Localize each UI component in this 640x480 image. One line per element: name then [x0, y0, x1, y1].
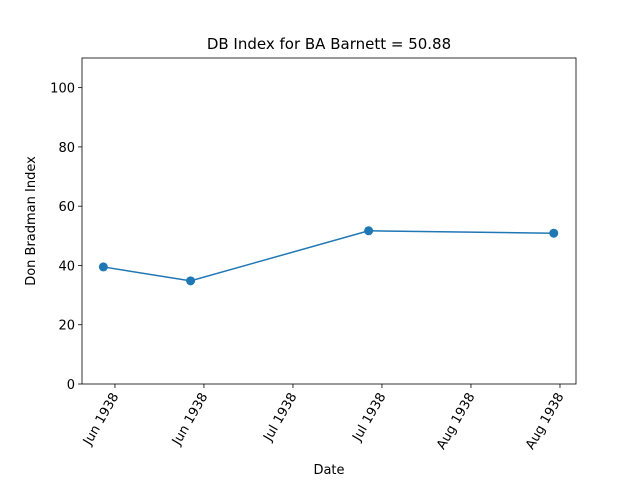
x-axis-label: Date [313, 463, 344, 478]
y-tick-label: 100 [50, 82, 75, 97]
y-axis-label: Don Bradman Index [24, 156, 39, 286]
y-tick-label: 40 [58, 259, 75, 274]
y-tick-label: 80 [58, 141, 75, 156]
line [103, 230, 554, 282]
point [364, 226, 374, 236]
x-tick-label: Aug 1938 [434, 391, 478, 453]
x-tick-label: Jun 1938 [80, 391, 122, 449]
y-tick-label: 20 [58, 319, 75, 334]
x-tick-label: Jun 1938 [169, 391, 211, 449]
chart-title: DB Index for BA Barnett = 50.88 [207, 35, 451, 53]
point [186, 276, 196, 286]
x-tick-label: Jul 1938 [260, 391, 300, 445]
y-tick-label: 60 [58, 200, 75, 215]
point [98, 262, 108, 272]
point [549, 228, 559, 238]
x-tick-label: Jul 1938 [349, 391, 389, 445]
plot-frame [81, 57, 577, 385]
y-tick-label: 0 [67, 378, 75, 393]
x-tick-label: Aug 1938 [523, 391, 567, 453]
